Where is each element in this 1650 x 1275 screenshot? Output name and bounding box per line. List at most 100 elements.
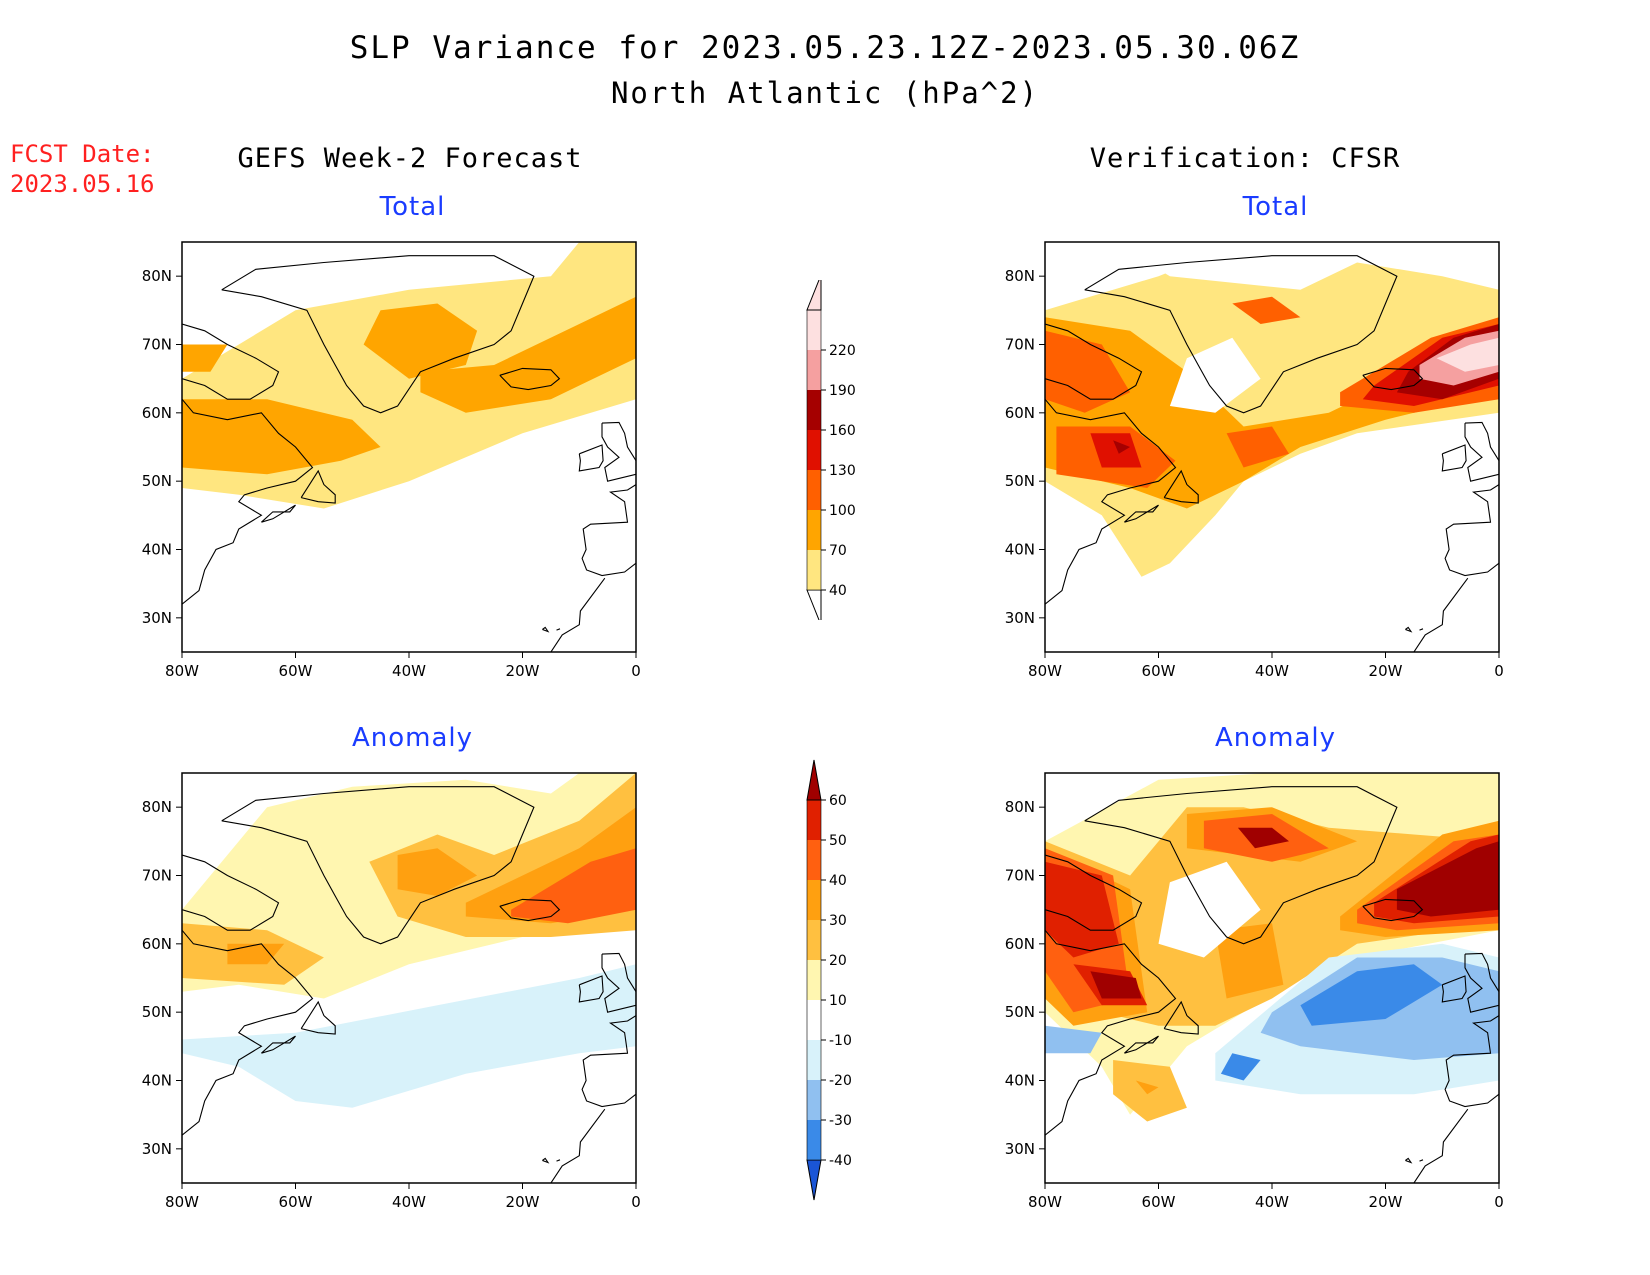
- coastline: [556, 628, 561, 631]
- x-tick-label: 80W: [165, 662, 199, 680]
- forecast-column-title: GEFS Week-2 Forecast: [237, 143, 583, 174]
- y-tick-label: 80N: [1005, 267, 1035, 285]
- coastline: [581, 1015, 636, 1108]
- coastline: [1444, 484, 1499, 577]
- coastline: [1124, 1035, 1159, 1054]
- contour-region-0: [1169, 337, 1261, 413]
- colorbar-swatch: [807, 840, 821, 880]
- contour-region-130: [1090, 433, 1142, 468]
- coastline: [1163, 1000, 1199, 1035]
- colorbar-label: 40: [829, 873, 847, 889]
- x-tick-label: 0: [1494, 1193, 1504, 1211]
- coastline: [581, 484, 636, 577]
- coastline: [261, 504, 296, 523]
- colorbar-label: 70: [829, 543, 847, 559]
- coastline: [1084, 786, 1398, 945]
- colorbar-swatch: [807, 390, 821, 430]
- coastline: [578, 975, 604, 1003]
- coastline: [556, 1159, 561, 1162]
- y-tick-label: 60N: [1005, 935, 1035, 953]
- colorbar-swatch: [807, 470, 821, 510]
- fcst-date-value: 2023.05.16: [10, 170, 155, 198]
- colorbar-extend-low: [806, 1159, 822, 1201]
- y-tick-label: 80N: [1005, 798, 1035, 816]
- coastline: [1464, 952, 1499, 1013]
- x-tick-label: 80W: [165, 1193, 199, 1211]
- colorbar-swatch: [807, 1080, 821, 1120]
- colorbar-extend-high: [806, 280, 822, 311]
- forecast-anomaly-map: 80W 60W 40W 20W 0 80N 70N 60N 50N 40N 30N: [142, 772, 641, 1211]
- x-tick-label: 40W: [392, 1193, 426, 1211]
- y-tick-label: 70N: [142, 867, 172, 885]
- contour-region-70: [182, 344, 228, 372]
- coastline: [182, 398, 314, 605]
- contour-region--10: [182, 964, 636, 1108]
- contour-region-0: [1113, 242, 1499, 290]
- coastline: [182, 929, 314, 1136]
- coastline: [182, 854, 280, 931]
- colorbar-label: 130: [829, 463, 856, 479]
- y-tick-label: 50N: [142, 472, 172, 490]
- colorbar-label: -10: [829, 1033, 852, 1049]
- coastline: [1419, 628, 1424, 631]
- colorbar-label: 160: [829, 423, 856, 439]
- contour-region-40: [511, 848, 636, 924]
- coastline: [1045, 398, 1177, 605]
- coastline: [261, 1035, 296, 1054]
- x-tick-label: 0: [631, 662, 641, 680]
- y-tick-label: 30N: [142, 609, 172, 627]
- y-tick-label: 30N: [1005, 1140, 1035, 1158]
- coastline: [1163, 469, 1199, 504]
- coastline: [499, 898, 561, 922]
- contour-region-30: [227, 943, 285, 965]
- colorbar-label: 50: [829, 833, 847, 849]
- contour-region-70: [182, 399, 381, 475]
- colorbar-label: 10: [829, 993, 847, 1009]
- coastline: [1405, 1157, 1413, 1164]
- contour-region-50: [1045, 861, 1119, 958]
- y-tick-label: 60N: [142, 935, 172, 953]
- colorbar-swatch: [807, 350, 821, 390]
- y-tick-label: 50N: [142, 1003, 172, 1021]
- coastline: [1413, 577, 1469, 652]
- colorbar-label: 100: [829, 503, 856, 519]
- x-tick-label: 20W: [506, 1193, 540, 1211]
- contour-region-100: [1226, 426, 1289, 468]
- colorbar-swatch: [807, 430, 821, 470]
- coastline: [1405, 626, 1413, 633]
- colorbar-label: -30: [829, 1113, 852, 1129]
- x-tick-label: 60W: [1142, 662, 1176, 680]
- y-tick-label: 40N: [142, 541, 172, 559]
- x-tick-label: 20W: [506, 662, 540, 680]
- colorbar-frame: [806, 309, 822, 591]
- coastline: [542, 1157, 550, 1164]
- panel-title-verification-anomaly: Anomaly: [1214, 723, 1337, 753]
- chart-subtitle: North Atlantic (hPa^2): [610, 76, 1040, 110]
- contour-region--30: [1220, 1053, 1261, 1081]
- x-tick-label: 60W: [1142, 1193, 1176, 1211]
- x-tick-label: 40W: [392, 662, 426, 680]
- contour-region--20: [1045, 1025, 1102, 1054]
- contour-region-100: [1232, 296, 1301, 324]
- contour-region-100: [1045, 330, 1131, 413]
- coastline: [601, 952, 636, 1013]
- colorbar-swatch: [807, 1040, 821, 1080]
- contour-region-30: [1135, 1080, 1159, 1095]
- colorbar-swatch: [807, 960, 821, 1000]
- coastline: [1045, 929, 1177, 1136]
- contour-region-60: [1396, 841, 1499, 917]
- coastline: [1045, 854, 1143, 931]
- x-tick-label: 60W: [279, 662, 313, 680]
- colorbar-label: 220: [829, 343, 856, 359]
- panel-title-forecast-anomaly: Anomaly: [351, 723, 474, 753]
- contour-region-160: [1113, 440, 1131, 454]
- colorbar-extend-high: [806, 759, 822, 801]
- coastline: [1413, 1108, 1469, 1183]
- colorbar-label: -20: [829, 1073, 852, 1089]
- coastline: [499, 367, 561, 391]
- panel-title-forecast-total: Total: [379, 192, 446, 222]
- coastline: [221, 786, 535, 945]
- y-tick-label: 80N: [142, 798, 172, 816]
- verification-total-map: 80W 60W 40W 20W 0 80N 70N 60N 50N 40N 30N: [1005, 241, 1504, 680]
- coastline: [300, 1000, 336, 1035]
